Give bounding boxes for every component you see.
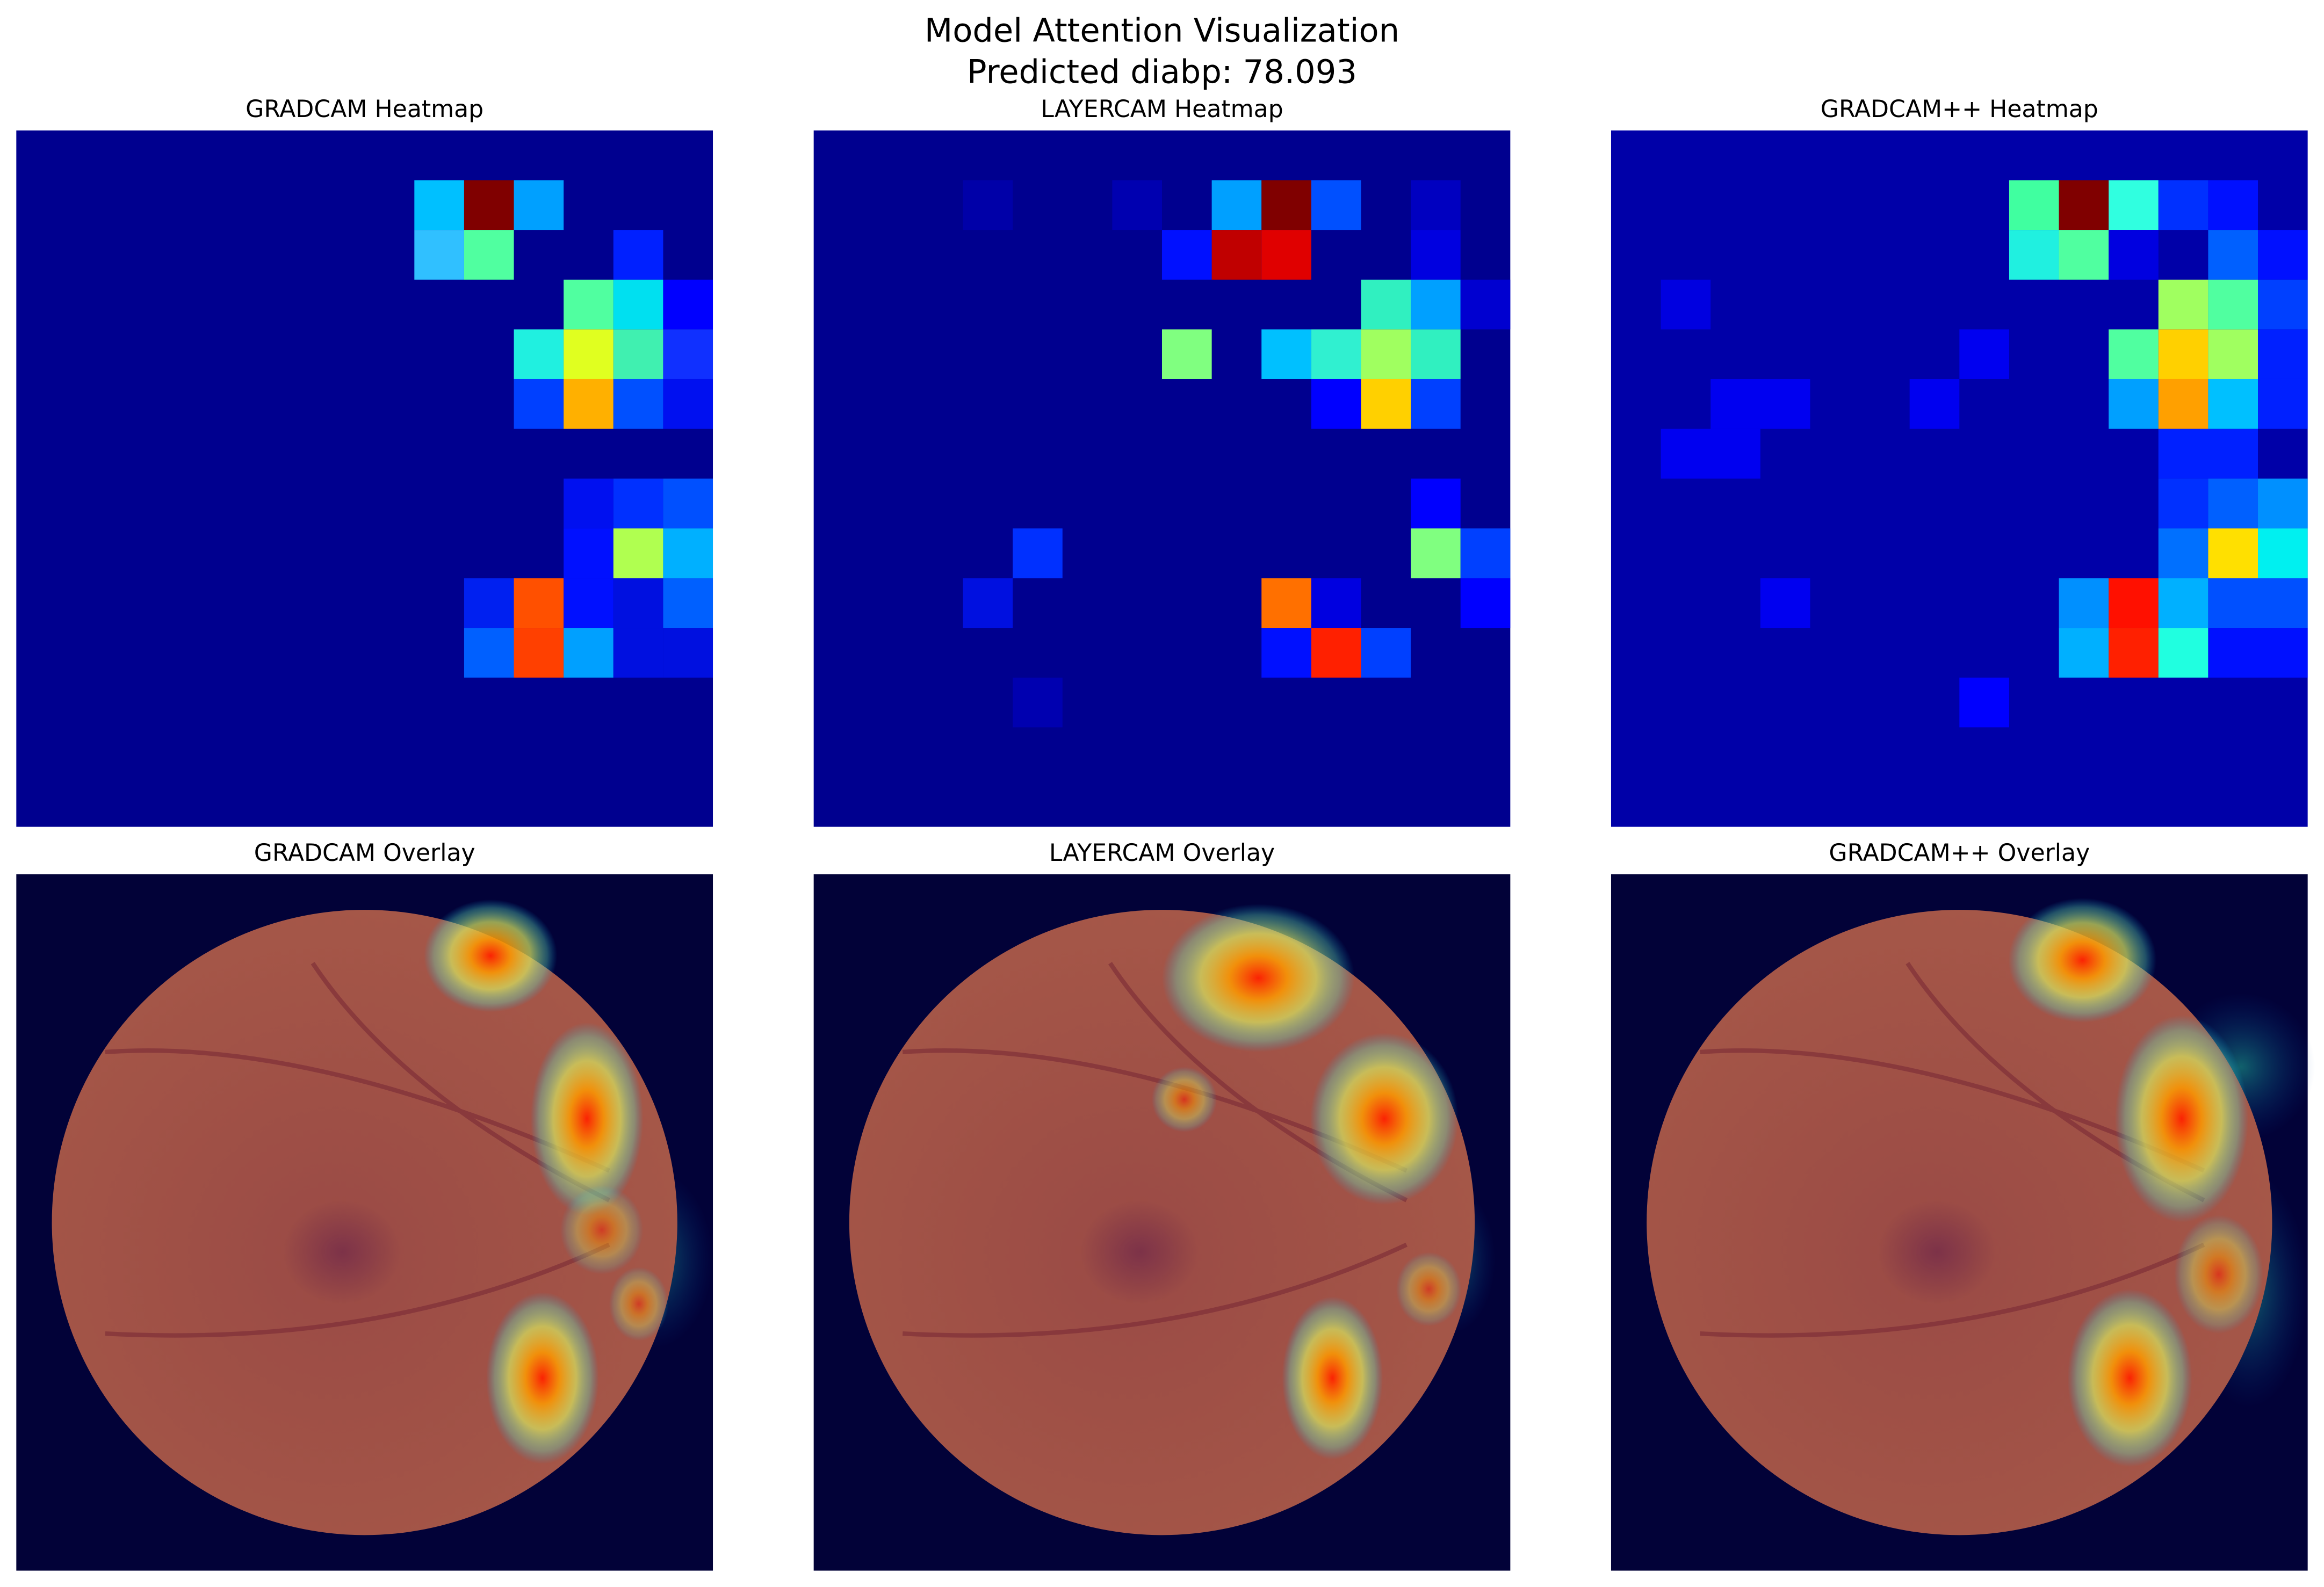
overlay bbox=[16, 874, 713, 1571]
heatmap bbox=[16, 130, 713, 827]
figure-subtitle: Predicted diabp: 78.093 bbox=[967, 54, 1357, 91]
panel-title: LAYERCAM Overlay bbox=[1049, 839, 1275, 867]
heatmap bbox=[813, 130, 1511, 827]
panel-title: GRADCAM Heatmap bbox=[246, 96, 483, 123]
heatmap bbox=[1611, 130, 2308, 827]
panel-title: GRADCAM++ Overlay bbox=[1829, 839, 2090, 867]
overlay bbox=[813, 874, 1511, 1571]
panel-title: LAYERCAM Heatmap bbox=[1041, 96, 1283, 123]
panel-title: GRADCAM++ Heatmap bbox=[1821, 96, 2098, 123]
figure-title: Model Attention Visualization bbox=[925, 12, 1399, 49]
panel-title: GRADCAM Overlay bbox=[254, 839, 475, 867]
overlay bbox=[1611, 874, 2315, 1571]
